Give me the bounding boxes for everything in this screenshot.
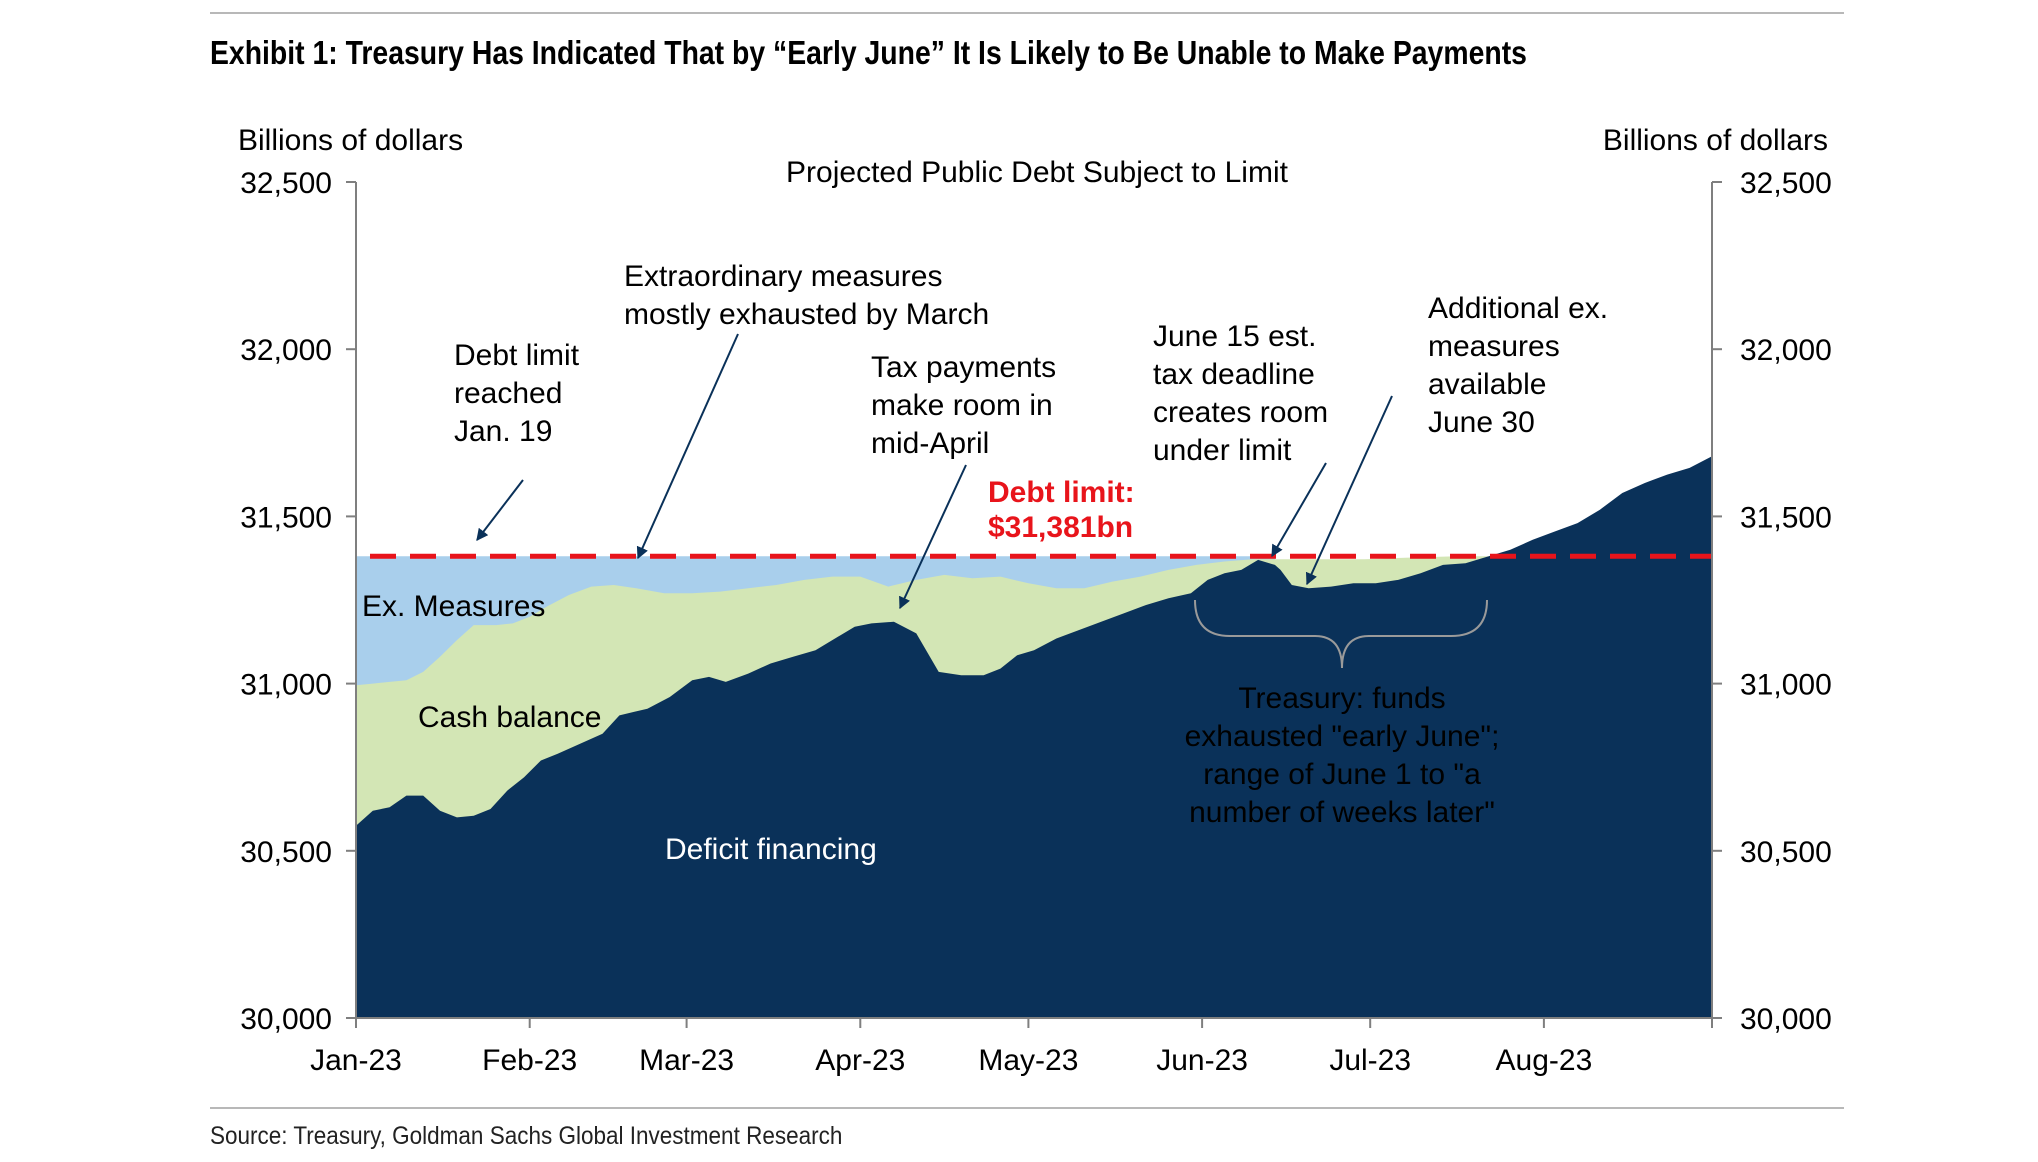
area-label-ex-measures: Ex. Measures <box>362 590 545 623</box>
y-tick-label-left: 32,500 <box>240 167 332 200</box>
y-axis-label-right: Billions of dollars <box>1603 124 1828 157</box>
y-axis-label-left: Billions of dollars <box>238 124 463 157</box>
source-note: Source: Treasury, Goldman Sachs Global I… <box>210 1122 843 1150</box>
x-tick-label: Jan-23 <box>310 1044 402 1077</box>
exhibit-title: Exhibit 1: Treasury Has Indicated That b… <box>210 34 1527 71</box>
y-tick-label-right: 31,000 <box>1740 669 1832 702</box>
annotation-additional-measures: Additional ex. measures available June 3… <box>1428 292 1608 439</box>
x-tick-label: Jun-23 <box>1156 1044 1248 1077</box>
annotation-line: number of weeks later" <box>1189 796 1495 829</box>
arrow-debt-limit-reached <box>476 479 524 541</box>
annotation-line: mid-April <box>871 427 989 460</box>
annotation-line: range of June 1 to "a <box>1203 758 1481 791</box>
y-tick-label-left: 30,500 <box>240 836 332 869</box>
annotation-treasury-funds: Treasury: funds exhausted "early June"; … <box>1185 682 1500 829</box>
debt-limit-label-line1: Debt limit: <box>988 476 1135 509</box>
annotation-line: Jan. 19 <box>454 415 552 448</box>
y-tick-label-left: 30,000 <box>240 1003 332 1036</box>
x-tick-label: Jul-23 <box>1329 1044 1411 1077</box>
arrow-june-15 <box>1271 462 1327 558</box>
area-label-deficit-financing: Deficit financing <box>665 833 877 866</box>
x-tick-label: May-23 <box>978 1044 1078 1077</box>
debt-limit-label-line2: $31,381bn <box>988 511 1133 544</box>
area-layers <box>356 456 1712 1018</box>
y-tick-label-right: 31,500 <box>1740 501 1832 534</box>
annotation-line: reached <box>454 377 562 410</box>
annotation-line: make room in <box>871 389 1053 422</box>
y-tick-label-right: 32,500 <box>1740 167 1832 200</box>
top-rule <box>210 12 1844 14</box>
annotation-line: under limit <box>1153 434 1292 467</box>
annotation-line: mostly exhausted by March <box>624 298 989 331</box>
y-tick-label-left: 32,000 <box>240 334 332 367</box>
annotation-line: June 30 <box>1428 406 1535 439</box>
annotation-debt-limit-reached: Debt limit reached Jan. 19 <box>454 339 580 448</box>
annotation-arrows <box>476 333 1393 610</box>
area-label-cash-balance: Cash balance <box>418 701 601 734</box>
chart-title: Projected Public Debt Subject to Limit <box>786 156 1289 189</box>
annotation-line: June 15 est. <box>1153 320 1316 353</box>
annotation-line: measures <box>1428 330 1560 363</box>
annotation-line: Additional ex. <box>1428 292 1608 325</box>
x-tick-label: Apr-23 <box>815 1044 905 1077</box>
area-deficit-financing <box>356 456 1712 1018</box>
axes: 30,000 30,000 30,500 30,500 31,000 31,000 31,5… <box>240 167 1832 1077</box>
y-tick-label-right: 30,000 <box>1740 1003 1832 1036</box>
arrow-additional-measures <box>1305 395 1393 586</box>
annotation-line: Treasury: funds <box>1238 682 1445 715</box>
x-tick-label: Mar-23 <box>639 1044 734 1077</box>
annotation-extraordinary-measures: Extraordinary measures mostly exhausted … <box>624 260 989 331</box>
annotation-june-15: June 15 est. tax deadline creates room u… <box>1153 320 1328 467</box>
annotation-line: tax deadline <box>1153 358 1315 391</box>
bottom-rule <box>210 1107 1844 1109</box>
annotation-line: Extraordinary measures <box>624 260 942 293</box>
annotation-tax-payments: Tax payments make room in mid-April <box>871 351 1056 460</box>
y-tick-label-left: 31,500 <box>240 501 332 534</box>
annotation-line: exhausted "early June"; <box>1185 720 1500 753</box>
y-tick-label-left: 31,000 <box>240 669 332 702</box>
x-tick-label: Feb-23 <box>482 1044 577 1077</box>
annotation-line: creates room <box>1153 396 1328 429</box>
x-tick-label: Aug-23 <box>1496 1044 1593 1077</box>
y-tick-label-right: 32,000 <box>1740 334 1832 367</box>
y-tick-label-right: 30,500 <box>1740 836 1832 869</box>
arrow-extraordinary-measures <box>636 333 739 560</box>
treasury-range-brace <box>1194 599 1488 669</box>
annotation-line: available <box>1428 368 1546 401</box>
arrow-tax-payments <box>899 464 967 610</box>
annotation-line: Tax payments <box>871 351 1056 384</box>
annotation-line: Debt limit <box>454 339 580 372</box>
